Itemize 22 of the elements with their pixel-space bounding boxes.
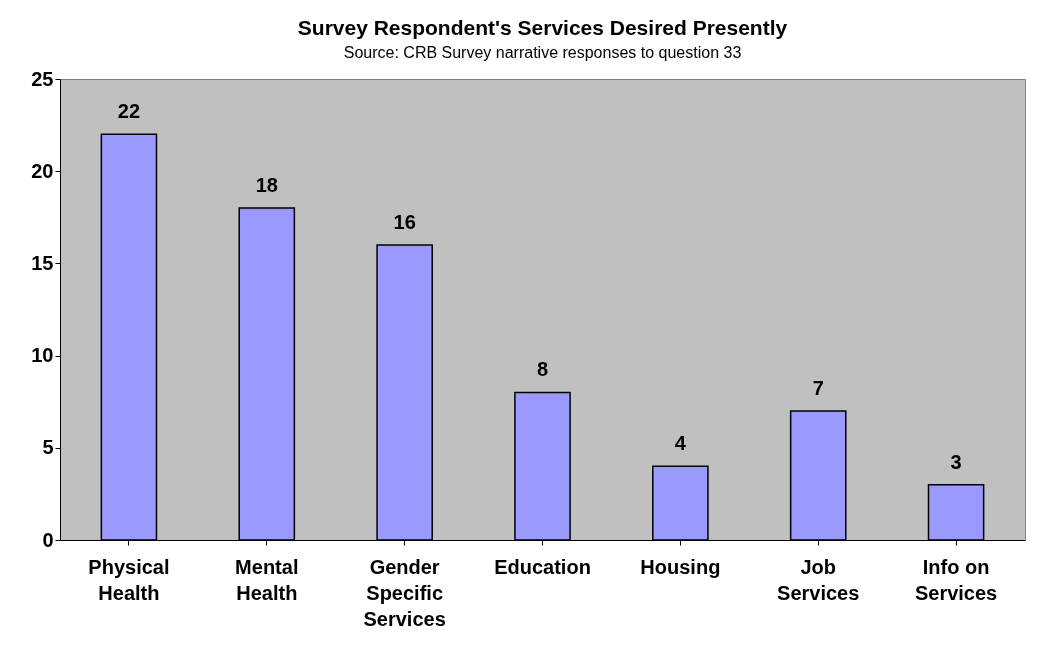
data-label: 3 bbox=[950, 450, 962, 473]
data-label: 18 bbox=[255, 174, 278, 197]
y-tick-label: 5 bbox=[42, 436, 54, 459]
y-tick-label: 20 bbox=[31, 159, 54, 182]
x-tick-label: Education bbox=[494, 555, 591, 578]
y-tick-label: 25 bbox=[31, 67, 54, 90]
chart-title: Survey Respondent's Services Desired Presently bbox=[297, 16, 788, 39]
y-tick-label: 10 bbox=[31, 344, 54, 367]
x-tick-label: Info on Services bbox=[914, 555, 998, 604]
chart-subtitle: Source: CRB Survey narrative responses to question 33 bbox=[343, 44, 742, 61]
data-label: 22 bbox=[117, 100, 141, 123]
data-label: 7 bbox=[812, 376, 824, 399]
y-tick-label: 0 bbox=[42, 528, 54, 551]
x-tick-label: Job Services bbox=[777, 555, 860, 604]
x-tick-label: Physical Health bbox=[88, 555, 170, 604]
data-label: 8 bbox=[536, 358, 549, 381]
data-label: 16 bbox=[393, 210, 416, 233]
x-tick-label: Mental Health bbox=[235, 555, 299, 604]
data-label: 4 bbox=[674, 432, 687, 455]
y-tick-label: 15 bbox=[31, 251, 54, 274]
x-tick-label: Gender Specific Services bbox=[363, 555, 446, 630]
x-tick-label: Housing bbox=[640, 555, 721, 578]
